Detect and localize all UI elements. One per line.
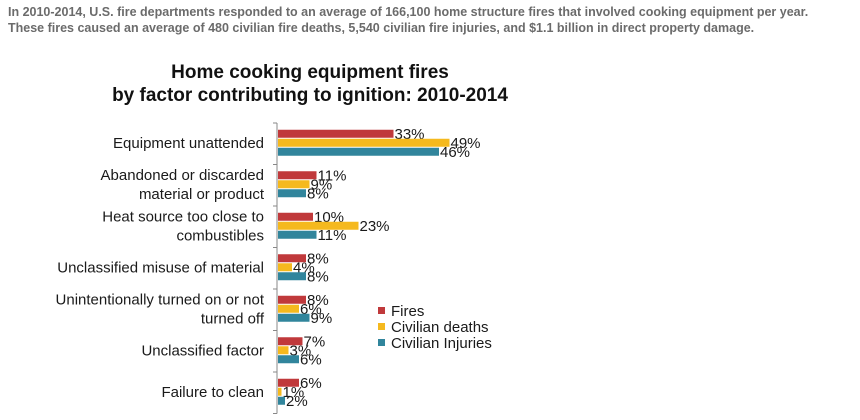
- category-label: Heat source too close to: [102, 208, 264, 225]
- data-label: 3%: [290, 342, 312, 359]
- intro-text: In 2010-2014, U.S. fire departments resp…: [8, 4, 853, 36]
- bar-civilian-injuries: [278, 272, 306, 281]
- intro-line-2: These fires caused an average of 480 civ…: [8, 21, 755, 35]
- bar-civilian-injuries: [278, 230, 317, 239]
- bar-civilian-injuries: [278, 355, 299, 364]
- bar-civilian-deaths: [278, 138, 450, 147]
- data-label: 33%: [395, 126, 425, 143]
- legend-label: Civilian deaths: [391, 319, 489, 336]
- data-label: 1%: [283, 384, 305, 401]
- bar-fires: [278, 337, 303, 346]
- legend-label: Fires: [391, 303, 424, 320]
- category-label: Equipment unattended: [113, 135, 264, 152]
- category-label: Unintentionally turned on or not: [56, 291, 265, 308]
- bar-fires: [278, 295, 306, 304]
- bar-civilian-injuries: [278, 189, 306, 198]
- bar-fires: [278, 129, 394, 138]
- bar-fires: [278, 171, 317, 180]
- data-label: 9%: [311, 310, 333, 327]
- chart-title-line-2: by factor contributing to ignition: 2010…: [112, 85, 508, 106]
- data-label: 6%: [300, 301, 322, 318]
- bar-fires: [278, 378, 299, 387]
- category-label: Failure to clean: [161, 384, 264, 401]
- data-label: 8%: [307, 250, 329, 267]
- chart-title-line-1: Home cooking equipment fires: [171, 62, 449, 83]
- legend-label: Civilian Injuries: [391, 335, 492, 352]
- bar-fires: [278, 254, 306, 263]
- data-label: 11%: [318, 227, 347, 244]
- category-label: Unclassified factor: [141, 342, 264, 359]
- legend-swatch: [378, 323, 385, 330]
- data-label: 9%: [311, 176, 333, 193]
- bar-civilian-deaths: [278, 263, 292, 272]
- category-label: material or product: [139, 186, 265, 203]
- intro-line-1: In 2010-2014, U.S. fire departments resp…: [8, 5, 809, 19]
- category-label: Unclassified misuse of material: [57, 259, 264, 276]
- data-label: 8%: [307, 268, 329, 285]
- data-label: 8%: [307, 185, 329, 202]
- legend-swatch: [378, 307, 385, 314]
- bar-fires: [278, 212, 313, 221]
- data-label: 2%: [286, 393, 308, 410]
- data-label: 46%: [440, 144, 470, 161]
- data-label: 23%: [360, 218, 390, 235]
- bar-civilian-injuries: [278, 396, 285, 405]
- data-label: 49%: [451, 135, 481, 152]
- data-label: 11%: [318, 167, 347, 184]
- bar-civilian-injuries: [278, 147, 439, 156]
- data-label: 10%: [314, 209, 344, 226]
- data-label: 6%: [300, 351, 322, 368]
- bar-civilian-deaths: [278, 387, 282, 396]
- legend-swatch: [378, 339, 385, 346]
- category-label: combustibles: [176, 227, 264, 244]
- bar-civilian-deaths: [278, 180, 310, 189]
- chart-title: Home cooking equipment fires by factor c…: [60, 61, 560, 107]
- bar-civilian-deaths: [278, 304, 299, 313]
- category-label: Abandoned or discarded: [101, 167, 264, 184]
- data-label: 6%: [300, 375, 322, 392]
- bar-civilian-deaths: [278, 346, 289, 355]
- data-label: 7%: [304, 333, 326, 350]
- bar-civilian-deaths: [278, 221, 359, 230]
- category-label: turned off: [201, 310, 265, 327]
- data-label: 8%: [307, 292, 329, 309]
- bar-civilian-injuries: [278, 313, 310, 322]
- data-label: 4%: [293, 259, 315, 276]
